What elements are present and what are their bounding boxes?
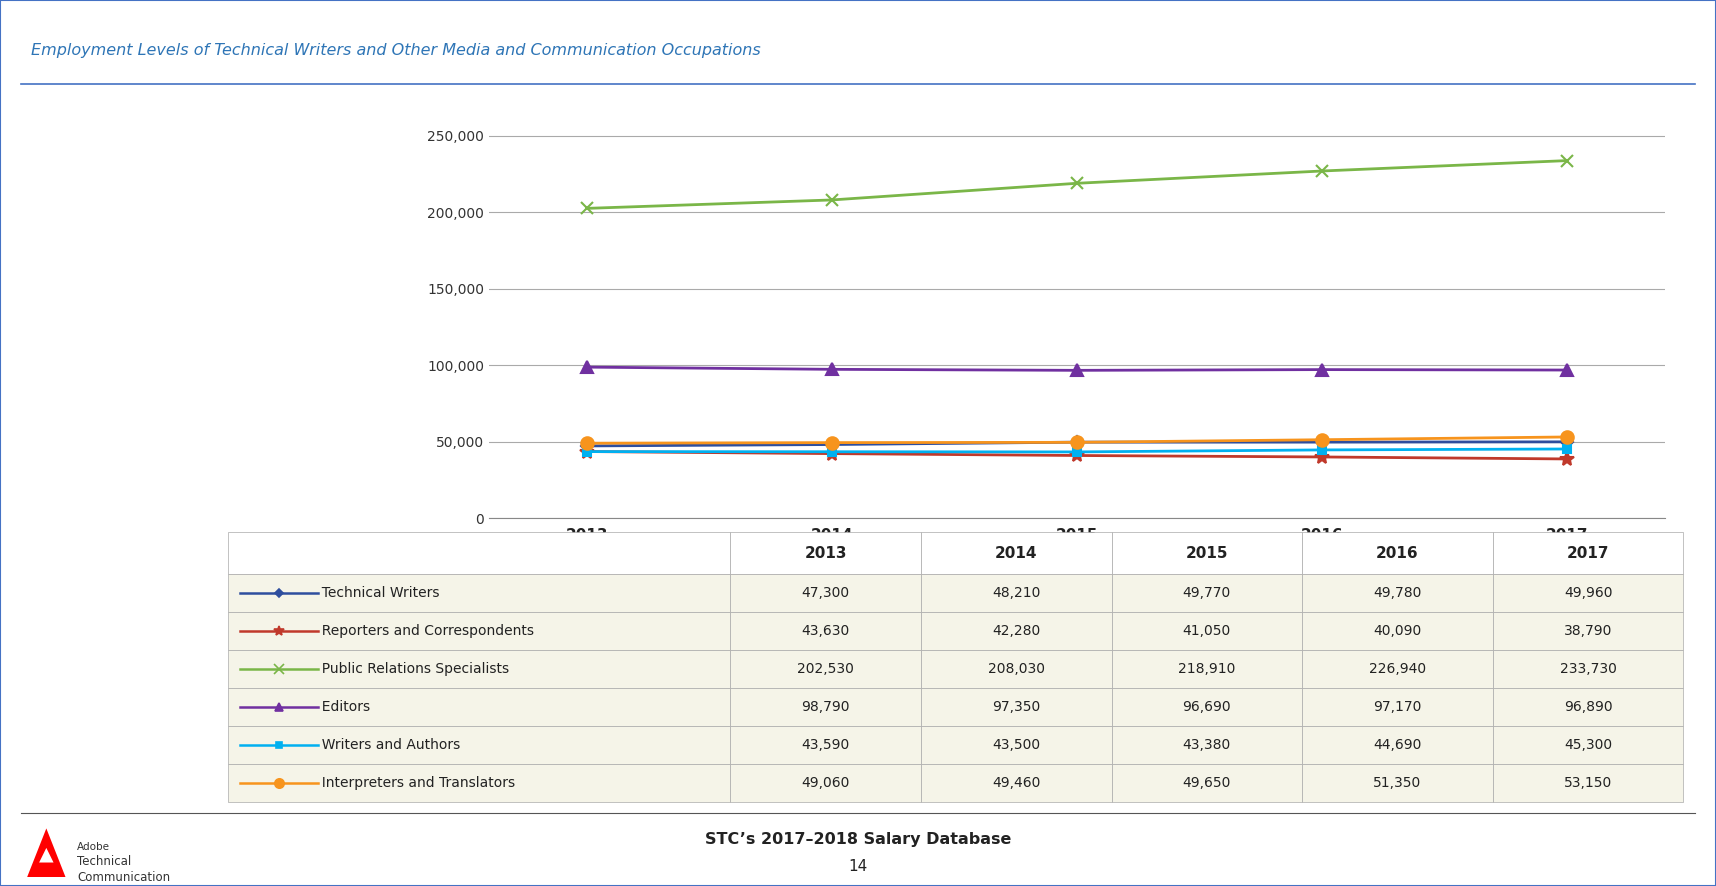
Editors <box>1066 365 1086 376</box>
Interpreters and Translators <box>577 438 597 448</box>
Line: Interpreters and Translators: Interpreters and Translators <box>580 431 1574 449</box>
Text: Technical: Technical <box>77 855 132 868</box>
Reporters and Correspondents <box>1066 450 1086 461</box>
Technical Writers <box>1556 437 1577 447</box>
Writers and Authors <box>1311 445 1332 455</box>
Public Relations Specialists <box>822 195 843 206</box>
Writers and Authors <box>822 447 843 457</box>
Reporters and Correspondents <box>577 447 597 457</box>
Technical Writers <box>1066 437 1086 447</box>
Interpreters and Translators <box>1066 437 1086 447</box>
Line: Public Relations Specialists: Public Relations Specialists <box>580 154 1574 214</box>
Writers and Authors <box>1556 444 1577 455</box>
Writers and Authors <box>1066 447 1086 457</box>
Line: Editors: Editors <box>582 361 1572 376</box>
Text: Adobe: Adobe <box>77 842 110 851</box>
Interpreters and Translators <box>1556 431 1577 442</box>
Public Relations Specialists <box>577 203 597 214</box>
Line: Writers and Authors: Writers and Authors <box>583 445 1570 456</box>
Text: 14: 14 <box>848 859 868 874</box>
Polygon shape <box>39 848 53 863</box>
Text: Communication: Communication <box>77 871 170 884</box>
Public Relations Specialists <box>1311 166 1332 176</box>
Writers and Authors <box>577 447 597 457</box>
Public Relations Specialists <box>1066 178 1086 189</box>
Editors <box>1556 365 1577 376</box>
Editors <box>822 364 843 375</box>
Line: Technical Writers: Technical Writers <box>583 438 1570 450</box>
Text: Employment Levels of Technical Writers and Other Media and Communication Occupat: Employment Levels of Technical Writers a… <box>31 43 760 58</box>
Public Relations Specialists <box>1556 155 1577 166</box>
Technical Writers <box>822 439 843 450</box>
Technical Writers <box>1311 437 1332 447</box>
Reporters and Correspondents <box>1556 454 1577 464</box>
Reporters and Correspondents <box>822 448 843 459</box>
Reporters and Correspondents <box>1311 452 1332 462</box>
Line: Reporters and Correspondents: Reporters and Correspondents <box>580 445 1574 466</box>
Technical Writers <box>577 440 597 451</box>
Editors <box>577 361 597 372</box>
Polygon shape <box>27 828 65 877</box>
Text: STC’s 2017–2018 Salary Database: STC’s 2017–2018 Salary Database <box>705 833 1011 847</box>
Interpreters and Translators <box>1311 434 1332 445</box>
Editors <box>1311 364 1332 375</box>
Interpreters and Translators <box>822 438 843 448</box>
